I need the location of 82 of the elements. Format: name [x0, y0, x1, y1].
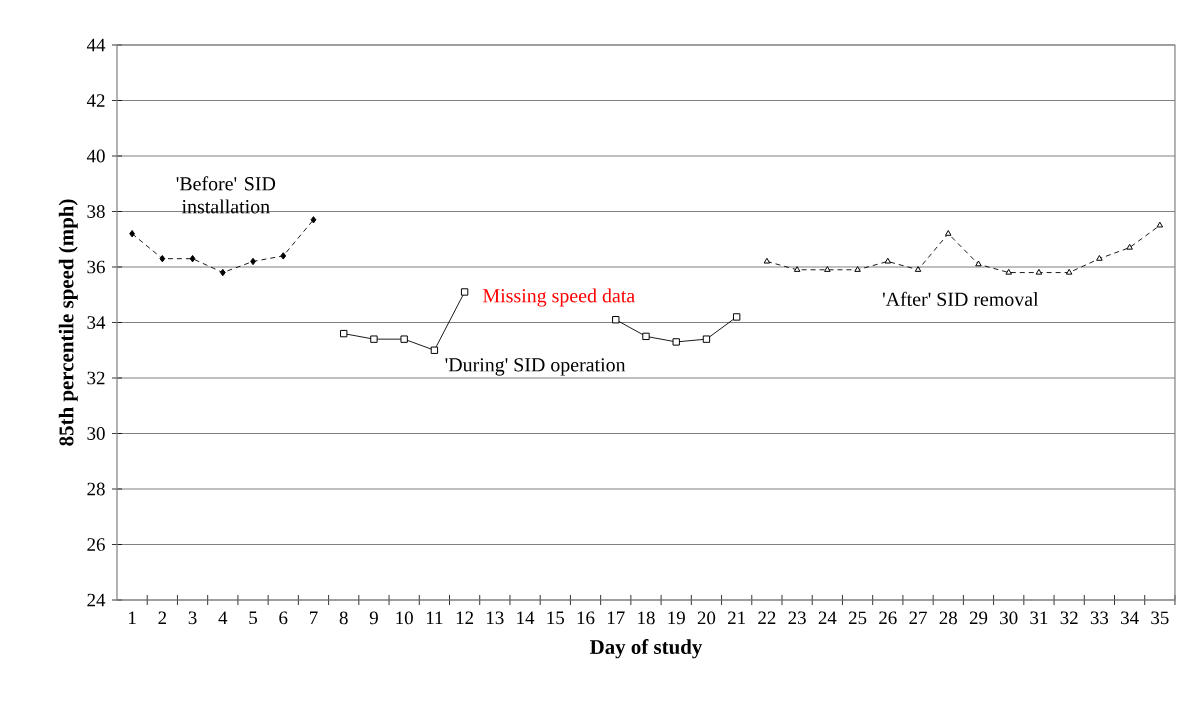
point [1035, 268, 1043, 275]
point [672, 338, 680, 346]
point [310, 216, 317, 224]
point [793, 266, 801, 272]
x-tick-label: 16 [577, 611, 595, 625]
x-tick-label: 10 [396, 611, 413, 625]
y-tick-label: 34 [87, 316, 106, 329]
point [612, 316, 620, 324]
x-tick-label: 14 [517, 611, 535, 625]
x-tick-label: 17 [607, 611, 625, 625]
point [400, 335, 408, 343]
x-tick-label: 28 [939, 611, 957, 625]
x-tick-label: 27 [909, 611, 927, 625]
y-tick-label: 36 [87, 260, 105, 274]
point [824, 266, 831, 272]
annotation: Missing speed data [483, 288, 635, 307]
annotation: 'After' SID removal [882, 291, 1039, 307]
point [1126, 243, 1133, 250]
y-tick-label: 40 [86, 149, 105, 163]
x-tick-label: 11 [426, 611, 443, 625]
point [1005, 268, 1012, 275]
point [1156, 221, 1164, 228]
y-tick-label: 26 [87, 538, 105, 551]
x-tick-label: 2 [158, 611, 167, 625]
point [370, 335, 378, 343]
x-tick-label: 33 [1090, 611, 1109, 625]
y-tick-label: 44 [86, 38, 106, 52]
point [642, 332, 650, 341]
x-tick-label: 9 [369, 611, 378, 625]
point [340, 329, 348, 338]
x-tick-label: 22 [758, 611, 776, 625]
point [1065, 268, 1073, 275]
x-tick-label: 26 [879, 611, 897, 625]
x-tick-label: 31 [1030, 611, 1048, 625]
x-tick-label: 15 [547, 611, 565, 625]
x-tick-label: 18 [638, 611, 655, 625]
x-tick-label: 25 [848, 611, 867, 625]
x-tick-label: 7 [310, 611, 318, 624]
x-tick-label: 19 [668, 611, 685, 625]
x-tick-label: 12 [456, 611, 474, 625]
x-tick-label: 29 [969, 611, 988, 625]
point [702, 335, 711, 343]
point [129, 230, 135, 238]
y-tick-label: 30 [87, 427, 105, 440]
point [1096, 254, 1103, 261]
point [189, 254, 196, 263]
point [280, 252, 287, 260]
point [763, 257, 771, 264]
y-tick-label: 38 [87, 205, 105, 218]
x-tick-label: 5 [249, 611, 258, 625]
y-tick-label: 28 [87, 482, 105, 496]
x-tick-label: 21 [728, 611, 745, 625]
y-tick-label: 24 [87, 593, 106, 607]
point [460, 288, 469, 296]
point [914, 266, 922, 272]
x-tick-label: 4 [218, 611, 228, 624]
x-tick-label: 13 [487, 611, 504, 625]
x-tick-label: 34 [1121, 611, 1139, 625]
y-axis-title: 85th percentile speed (mph) [58, 199, 78, 446]
annotation: 'During' SID operation [445, 358, 626, 376]
point [219, 268, 226, 277]
x-tick-label: 6 [279, 611, 288, 625]
y-tick-label: 42 [86, 94, 105, 107]
x-tick-label: 30 [1000, 611, 1018, 625]
annotation: 'Before' SID installation [176, 176, 276, 214]
x-tick-label: 23 [788, 611, 806, 625]
x-tick-label: 35 [1151, 611, 1169, 625]
x-tick-label: 20 [697, 611, 716, 625]
point [732, 313, 741, 321]
point [854, 266, 861, 272]
point [430, 346, 439, 354]
point [884, 257, 892, 264]
point [159, 254, 166, 263]
point [975, 260, 982, 267]
x-tick-label: 3 [188, 611, 197, 625]
x-tick-label: 24 [818, 611, 837, 625]
x-tick-label: 32 [1060, 611, 1078, 625]
x-axis-title: Day of study [589, 639, 703, 659]
x-tick-label: 1 [129, 611, 136, 625]
point [945, 230, 952, 236]
y-tick-label: 32 [87, 371, 105, 385]
x-tick-label: 8 [339, 611, 348, 625]
